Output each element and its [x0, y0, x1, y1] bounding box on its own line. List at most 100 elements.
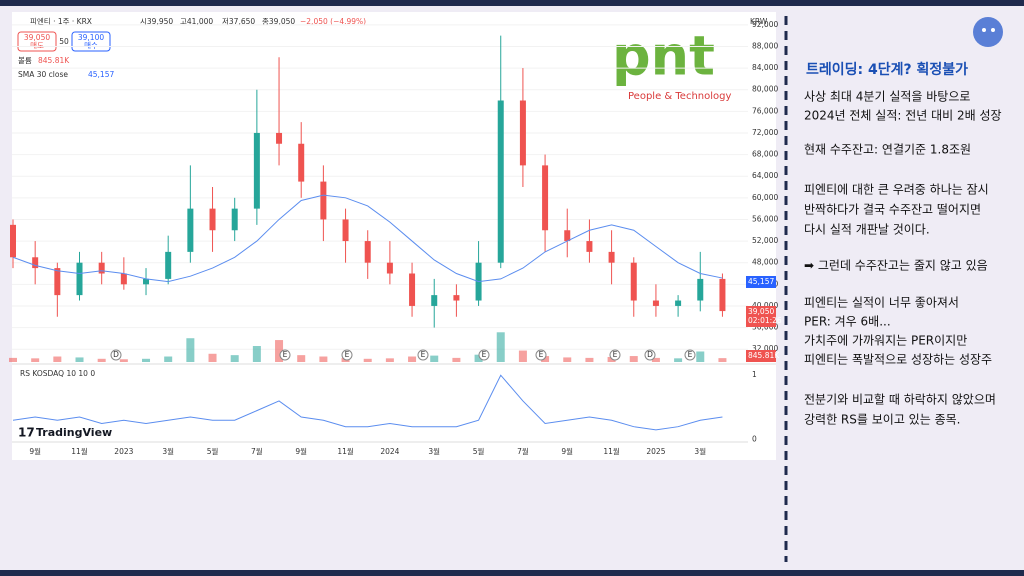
note-line: PER: 겨우 6배... [804, 315, 891, 329]
volume-bar [474, 354, 483, 362]
event-label: E [613, 350, 618, 359]
event-marker [609, 349, 621, 361]
sma-value: 45,157 [88, 70, 114, 79]
y-tick-label: 92,000 [752, 20, 778, 29]
brand: TradingView [36, 426, 112, 439]
note-line: 강력한 RS를 보이고 있는 종목. [804, 413, 960, 427]
x-tick-label: 2023 [114, 447, 133, 456]
y-tick-label: 80,000 [752, 85, 778, 94]
event-label: E [421, 350, 426, 359]
candle-body [564, 230, 571, 242]
y-tick-label: 52,000 [752, 236, 778, 245]
event-label: E [345, 350, 350, 359]
x-tick-label: 11월 [603, 446, 620, 456]
top-border [0, 0, 1024, 6]
candle-body [298, 143, 305, 182]
volume-bar [97, 358, 106, 362]
sma-label: SMA 30 close [18, 70, 68, 79]
volume-bar [75, 357, 84, 362]
volume-value: 845.81K [38, 56, 70, 65]
volume-bar [385, 358, 394, 362]
candle-body [231, 208, 238, 231]
volume-bar [718, 358, 727, 362]
event-label: E [283, 350, 288, 359]
candle-body [32, 257, 39, 269]
volume-bar [607, 356, 616, 362]
event-marker [644, 349, 656, 361]
candle-body [276, 132, 283, 144]
x-tick-label: 2025 [646, 447, 665, 456]
candle-body [342, 219, 349, 242]
candle-body [209, 208, 216, 231]
volume-bar [208, 353, 217, 362]
volume-bar [297, 355, 306, 362]
logo-tagline: People & Technology [628, 91, 731, 102]
volume-bar [674, 358, 683, 362]
rs-title: RS KOSDAQ 10 10 0 [20, 369, 95, 378]
note-line: 2024년 전체 실적: 전년 대비 2배 성장 [804, 109, 1002, 123]
volume-bar [452, 357, 461, 362]
event-marker [684, 349, 696, 361]
x-tick-label: 2024 [380, 447, 399, 456]
candle-body [652, 300, 659, 306]
note-line: 사상 최대 4분기 실적을 바탕으로 [804, 90, 970, 104]
y-tick-label: 64,000 [752, 171, 778, 180]
y-tick-label: 68,000 [752, 150, 778, 159]
volume-bar [230, 355, 239, 362]
bottom-border [0, 570, 1024, 576]
candle-body [586, 241, 593, 252]
volume-bar [696, 351, 705, 362]
x-tick-label: 7월 [517, 446, 529, 456]
x-tick-label: 9월 [561, 446, 573, 456]
volume-bar [541, 356, 550, 362]
price-badge-label: 02:01:26 [748, 316, 782, 325]
y-tick-label: 60,000 [752, 193, 778, 202]
x-tick-label: 3월 [162, 446, 174, 456]
brand-icon: 17 [18, 426, 35, 440]
buy-label: 매수 [84, 41, 98, 50]
volume-bar [53, 356, 62, 362]
avatar [973, 17, 1003, 47]
candle-body [253, 132, 260, 209]
candle-body [409, 273, 416, 306]
y-tick-label: 48,000 [752, 258, 778, 267]
x-tick-label: 11월 [71, 446, 88, 456]
candle-body [320, 181, 327, 220]
high: 고41,000 [180, 17, 213, 26]
sell-price: 39,050 [24, 33, 50, 42]
candle-body [187, 208, 194, 252]
note-line: 반짝하다가 결국 수주잔고 떨어지면 [804, 203, 981, 217]
y-tick-label: 56,000 [752, 214, 778, 223]
volume-bar [518, 350, 527, 362]
volume-bar [651, 357, 660, 362]
volume-bar [252, 346, 261, 362]
note-line: 가치주에 가까워지는 PER이지만 [804, 334, 967, 348]
x-tick-label: 5월 [473, 446, 485, 456]
symbol: 피엔티 · 1주 · KRX [30, 16, 92, 26]
volume-bar [430, 355, 439, 362]
candle-body [497, 100, 504, 263]
event-label: E [539, 350, 544, 359]
event-label: D [113, 350, 119, 359]
x-tick-label: 11월 [337, 446, 354, 456]
event-label: E [688, 350, 693, 359]
buy-price: 39,100 [78, 33, 104, 42]
candle-body [675, 300, 682, 306]
avatar-eye [991, 28, 995, 32]
sell-label: 매도 [30, 41, 44, 50]
candle-body [364, 241, 371, 263]
logo: pnt [612, 25, 715, 88]
note-line: 피엔티에 대한 큰 우려중 하나는 잠시 [804, 183, 989, 197]
y-tick-label: 84,000 [752, 63, 778, 72]
chart-panel [12, 12, 776, 460]
volume-bar [319, 356, 328, 362]
event-marker [478, 349, 490, 361]
candle-body [519, 100, 526, 166]
candle-body [98, 262, 105, 274]
open: 시39,950 [140, 17, 173, 26]
note-line: ➡ 그런데 수주잔고는 줄지 않고 있음 [804, 259, 988, 273]
x-tick-label: 9월 [29, 446, 41, 456]
candle-body [165, 251, 172, 279]
candle-body [542, 165, 549, 231]
